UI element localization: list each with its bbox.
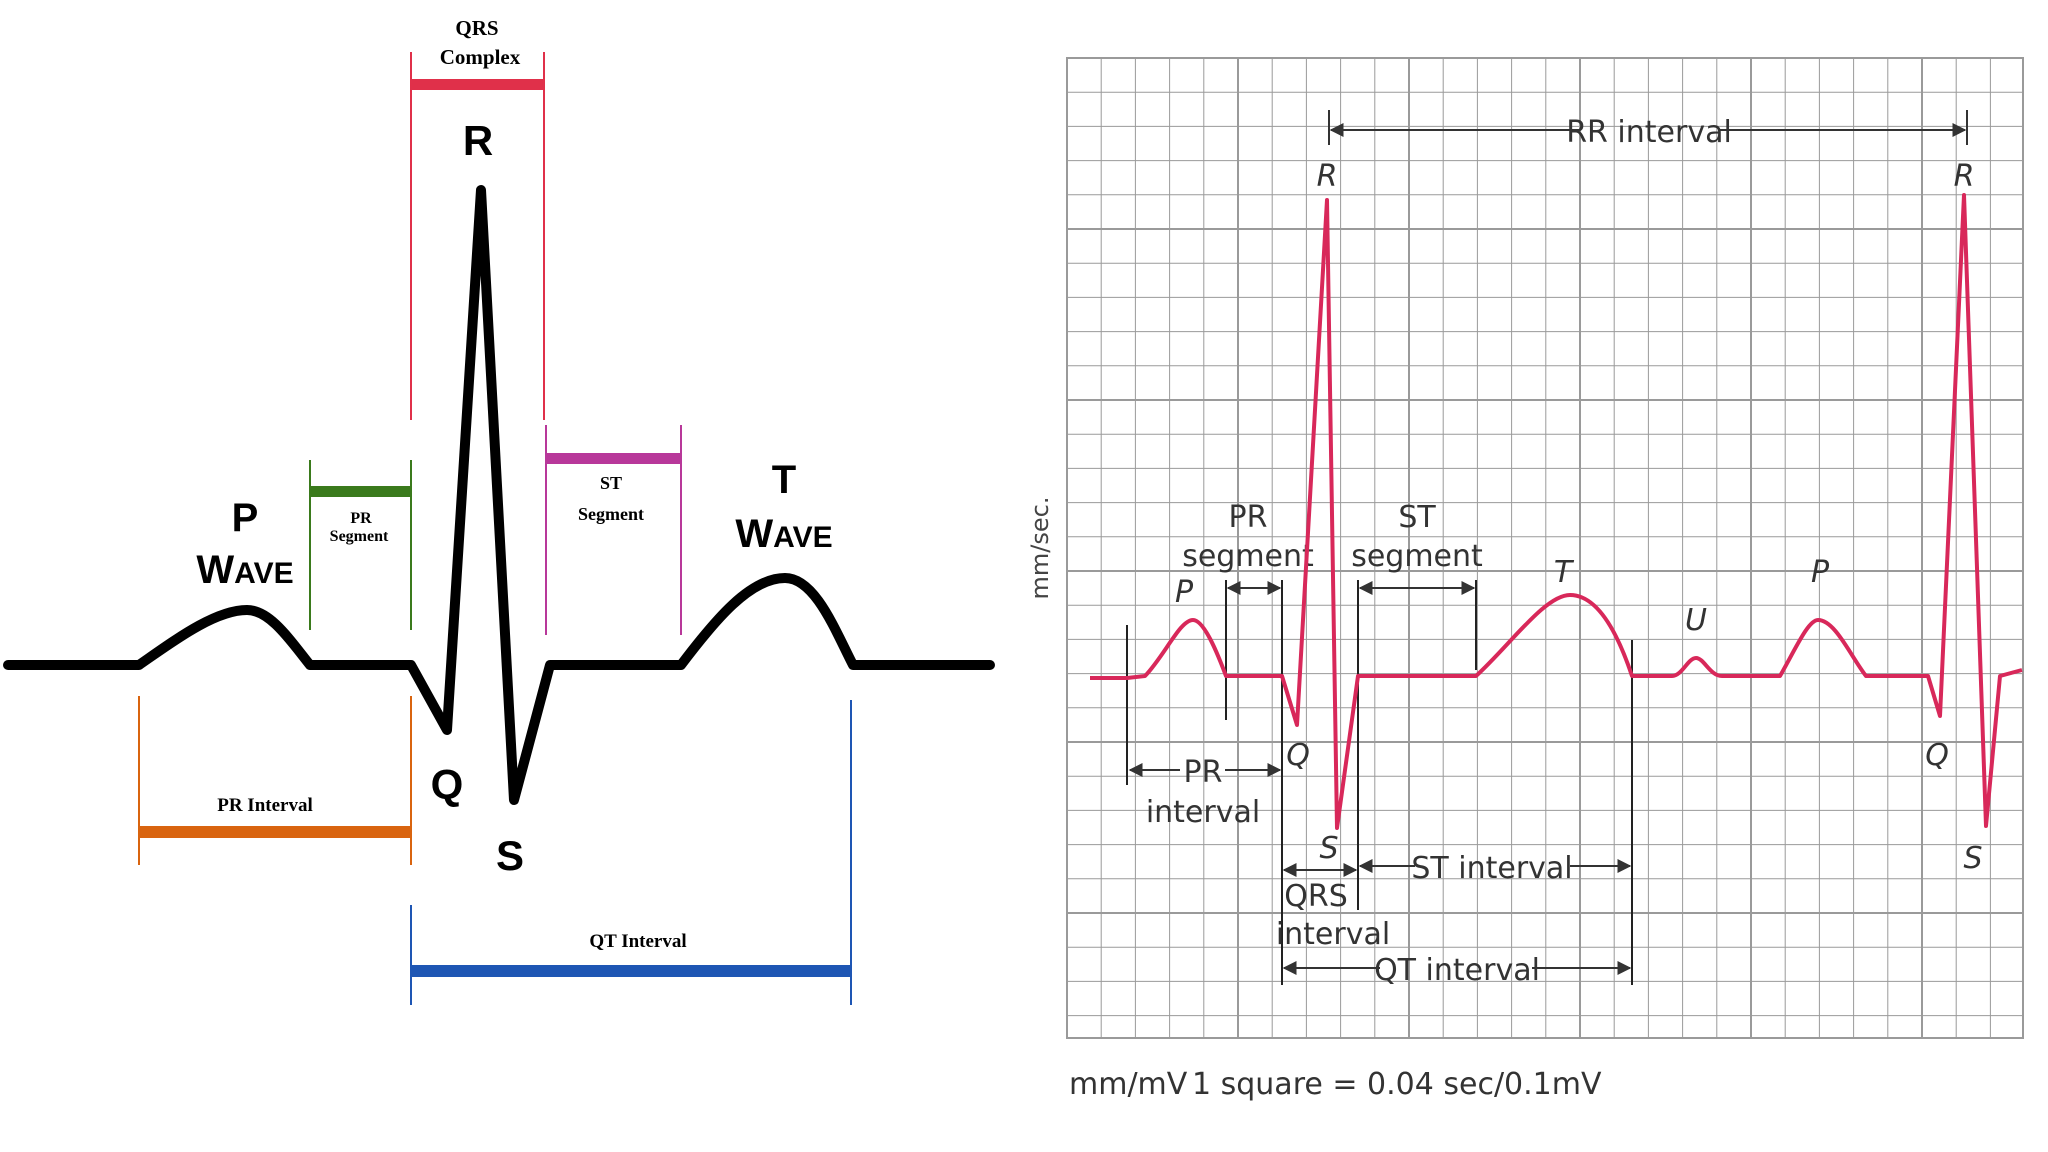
q-second-label: Q [1925, 738, 1949, 773]
r-second-label: R [1954, 159, 1975, 194]
rr-interval-label: RR interval [1566, 115, 1732, 150]
t-wave-label-wave: WAVE [735, 512, 832, 556]
st-segment-label-line1: ST [1398, 500, 1436, 535]
pr-segment-label-line2: segment [1182, 539, 1314, 574]
q-point-label: Q [431, 761, 464, 808]
pr-segment-label-line2: Segment [330, 528, 389, 545]
s-second-label: S [1963, 841, 1982, 876]
pr-interval-marker [138, 696, 412, 865]
left-ecg-trace [3, 185, 995, 805]
qrs-interval-label-line2: interval [1276, 917, 1390, 952]
u-wave-label: U [1685, 603, 1707, 638]
qt-interval-marker [410, 700, 852, 1005]
t-wave-label-rest: AVE [773, 521, 832, 554]
st-segment-label-line1: ST [600, 473, 622, 493]
pr-interval-label: PR Interval [217, 795, 313, 816]
st-segment-marker [545, 425, 682, 635]
rr-interval-marker [1328, 110, 1968, 145]
p-wave-label-w: W [196, 548, 234, 592]
t-wave-label-t: T [772, 458, 796, 502]
p-first-label: P [1175, 575, 1194, 610]
qrs-complex-label-line1: QRS [455, 16, 498, 40]
qrs-interval-label-line1: QRS [1284, 879, 1348, 914]
pr-interval-label-line2: interval [1146, 795, 1260, 830]
pr-segment-label-line1: PR [350, 510, 372, 527]
p-wave-label-wave: WAVE [196, 548, 293, 592]
footer-units: mm/mV [1069, 1067, 1188, 1102]
p-wave-label-p: P [232, 496, 259, 540]
wave-letters: R R P P T U Q Q S S [1175, 159, 1983, 876]
qrs-complex-marker [410, 52, 545, 420]
p-wave-label-rest: AVE [234, 557, 293, 590]
p-second-label: P [1811, 555, 1830, 590]
right-ecg-diagram: mm/sec. RR interval PR segment [1026, 57, 2024, 1102]
left-ecg-diagram: QRS Complex PR Segment ST Segment PR Int… [3, 16, 995, 1005]
s-first-label: S [1319, 831, 1338, 866]
s-point-label: S [496, 832, 524, 879]
t-wave-label-w: W [735, 512, 773, 556]
st-interval-label: ST interval [1411, 851, 1572, 886]
st-segment-label-line2: Segment [578, 504, 644, 524]
r-first-label: R [1317, 159, 1338, 194]
footer-scale: 1 square = 0.04 sec/0.1mV [1192, 1067, 1602, 1102]
t-wave-label: T [1554, 555, 1575, 590]
y-axis-label: mm/sec. [1026, 497, 1054, 600]
r-peak-label: R [463, 117, 493, 164]
pr-segment-marker [309, 460, 412, 630]
st-segment-label-line2: segment [1351, 539, 1483, 574]
qt-interval-label: QT Interval [589, 931, 686, 952]
grid-border [1066, 57, 2024, 1039]
reference-lines [1126, 580, 1633, 985]
pr-interval-label-line1: PR [1184, 755, 1223, 790]
q-first-label: Q [1286, 738, 1310, 773]
pr-segment-label-line1: PR [1229, 500, 1268, 535]
qt-interval-label: QT interval [1374, 953, 1540, 988]
right-ecg-trace [1090, 193, 2023, 830]
qrs-complex-label-line2: Complex [440, 45, 521, 69]
